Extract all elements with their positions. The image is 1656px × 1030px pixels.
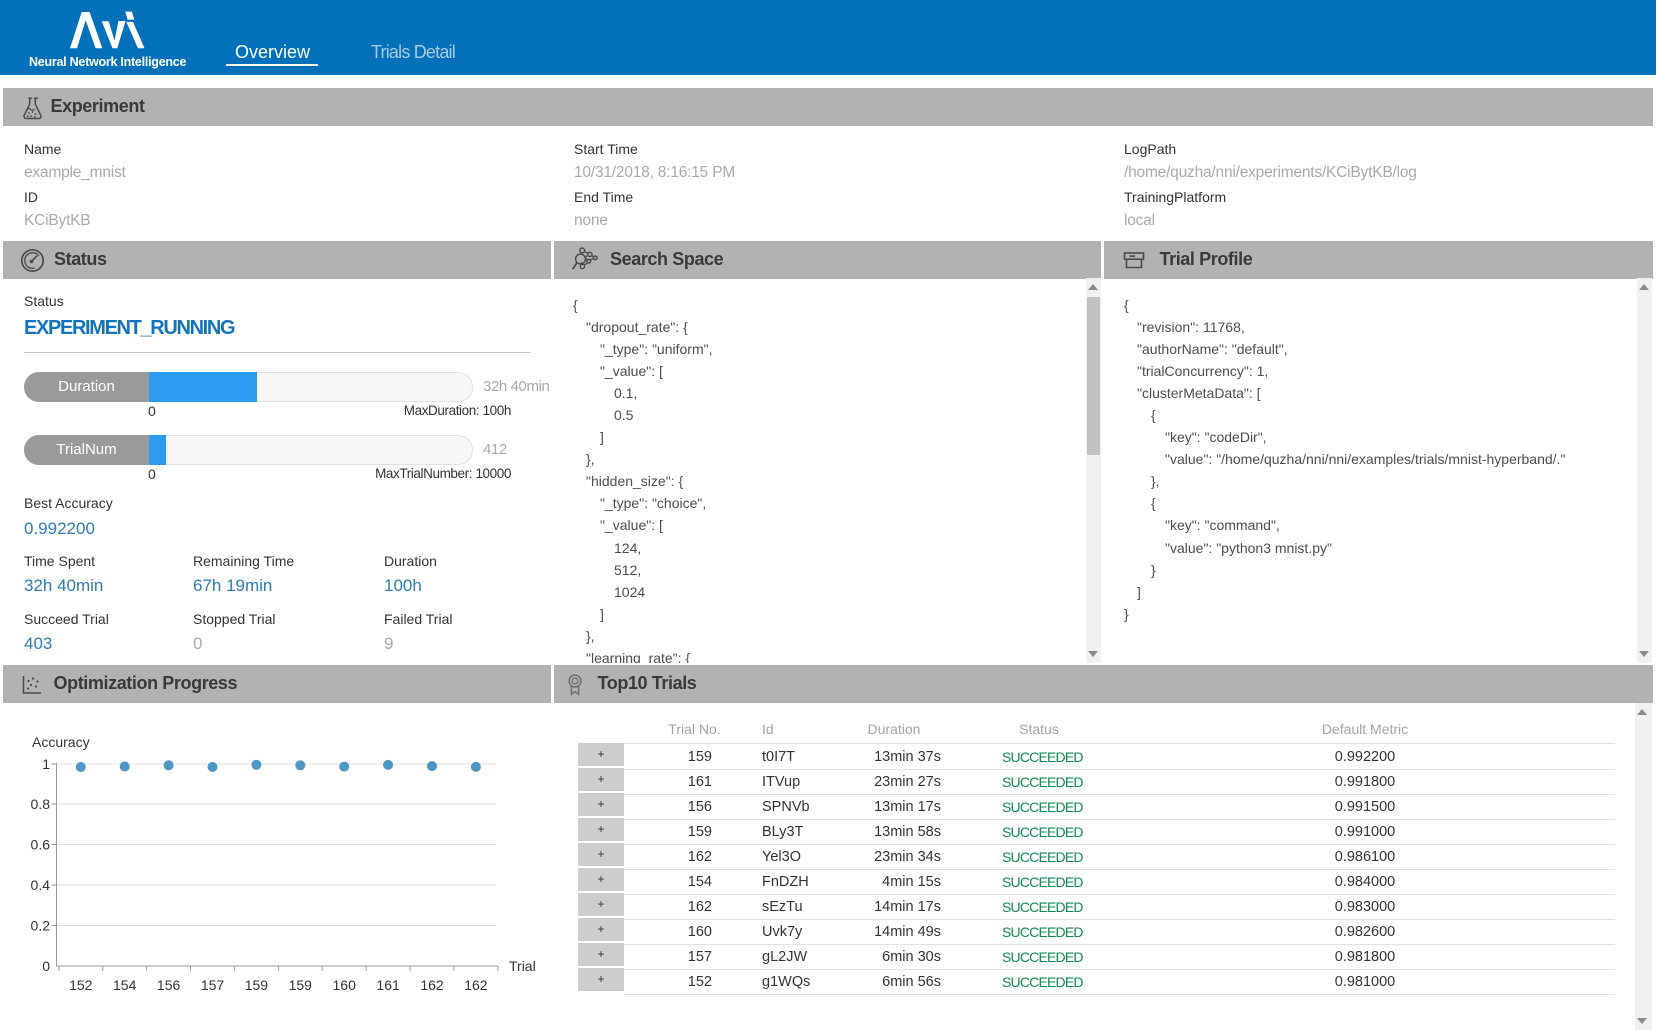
svg-text:1: 1 (42, 756, 50, 772)
svg-text:0.6: 0.6 (31, 837, 51, 853)
svg-text:156: 156 (157, 977, 181, 993)
svg-text:159: 159 (289, 977, 313, 993)
svg-text:159: 159 (245, 977, 269, 993)
svg-text:162: 162 (464, 977, 488, 993)
svg-text:162: 162 (420, 977, 444, 993)
svg-text:161: 161 (376, 977, 400, 993)
svg-text:160: 160 (333, 977, 357, 993)
svg-text:0.2: 0.2 (31, 918, 51, 934)
svg-text:0.8: 0.8 (31, 796, 51, 812)
svg-text:152: 152 (69, 977, 93, 993)
svg-text:154: 154 (113, 977, 137, 993)
svg-text:0: 0 (42, 958, 50, 974)
svg-text:157: 157 (201, 977, 225, 993)
svg-text:0.4: 0.4 (31, 877, 51, 893)
svg-text:Accuracy: Accuracy (32, 734, 90, 750)
svg-text:Trial: Trial (509, 958, 536, 974)
